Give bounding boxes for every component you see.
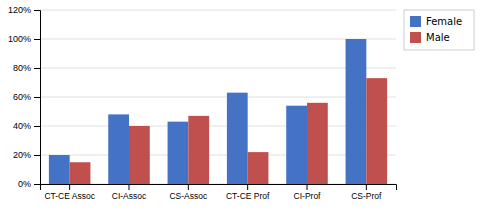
y-tick-label: 20%	[13, 150, 31, 160]
legend-item: Female	[410, 16, 462, 27]
chart: 0% 20% 40% 60% 80% 100% 120% CT-CE Assoc CI-Asso…	[0, 0, 480, 212]
grid-line	[40, 126, 396, 127]
bar	[129, 126, 150, 184]
x-tick-mark	[129, 184, 130, 190]
bar	[70, 162, 91, 184]
grid-line	[40, 155, 396, 156]
legend-swatch	[410, 16, 421, 27]
x-tick: CT-CE Assoc	[44, 184, 95, 201]
bar	[49, 155, 70, 184]
bar-series	[70, 78, 387, 184]
grid-line	[40, 68, 396, 69]
y-tick-mark	[34, 39, 40, 40]
y-tick-mark	[34, 10, 40, 11]
x-tick-label: CS-Prof	[351, 191, 382, 201]
bar	[168, 122, 189, 184]
x-tick-label: CS-Assoc	[169, 191, 208, 201]
y-tick-label: 60%	[13, 92, 31, 102]
y-tick-label: 80%	[13, 63, 31, 73]
y-tick: 20%	[13, 150, 40, 160]
y-tick-label: 120%	[8, 5, 31, 15]
y-tick-label: 0%	[18, 179, 31, 189]
grid-line	[40, 10, 396, 11]
bar	[188, 116, 209, 184]
y-tick-mark	[34, 97, 40, 98]
y-axis: 0% 20% 40% 60% 80% 100% 120%	[8, 5, 41, 189]
bars	[49, 39, 387, 184]
grid	[40, 10, 396, 184]
x-tick-label: CI-Prof	[294, 191, 322, 201]
x-tick: CT-CE Prof	[226, 184, 270, 201]
legend-frame	[404, 10, 474, 50]
plot: 0% 20% 40% 60% 80% 100% 120% CT-CE Assoc CI-Asso…	[8, 5, 397, 201]
y-tick: 80%	[13, 63, 40, 73]
x-tick-mark	[247, 184, 248, 190]
y-tick-mark	[34, 155, 40, 156]
bar	[227, 93, 248, 184]
y-tick: 120%	[8, 5, 40, 15]
x-axis: CT-CE Assoc CI-Assoc CS-Assoc CT-CE Prof CI-…	[41, 184, 397, 201]
y-tick: 100%	[8, 34, 40, 44]
bar	[346, 39, 367, 184]
x-tick-mark	[307, 184, 308, 190]
grid-line	[40, 39, 396, 40]
y-tick-mark	[34, 126, 40, 127]
bar	[307, 103, 328, 184]
x-tick-mark	[69, 184, 70, 190]
y-tick: 60%	[13, 92, 40, 102]
bar	[286, 106, 307, 184]
y-axis-line	[34, 11, 41, 185]
y-tick-mark	[34, 184, 40, 185]
x-tick-label: CT-CE Prof	[226, 191, 270, 201]
x-tick: CS-Assoc	[169, 184, 208, 201]
legend-item: Male	[410, 32, 450, 43]
legend-swatch	[410, 32, 421, 43]
x-axis-line	[41, 185, 397, 191]
grid-line	[40, 97, 396, 98]
x-tick-label: CT-CE Assoc	[44, 191, 95, 201]
x-tick-mark	[188, 184, 189, 190]
bar	[366, 78, 387, 184]
legend-label: Female	[426, 16, 462, 27]
y-tick-label: 100%	[8, 34, 31, 44]
x-tick-label: CI-Assoc	[112, 191, 147, 201]
bar-series	[49, 39, 366, 184]
bar	[108, 114, 129, 184]
bar	[248, 152, 269, 184]
y-tick: 0%	[18, 179, 40, 189]
x-tick-mark	[366, 184, 367, 190]
x-tick: CI-Assoc	[112, 184, 147, 201]
y-tick-label: 40%	[13, 121, 31, 131]
x-tick: CI-Prof	[294, 184, 322, 201]
legend: Female Male	[404, 10, 474, 50]
y-tick-mark	[34, 68, 40, 69]
legend-label: Male	[426, 32, 450, 43]
x-tick: CS-Prof	[351, 184, 382, 201]
y-tick: 40%	[13, 121, 40, 131]
